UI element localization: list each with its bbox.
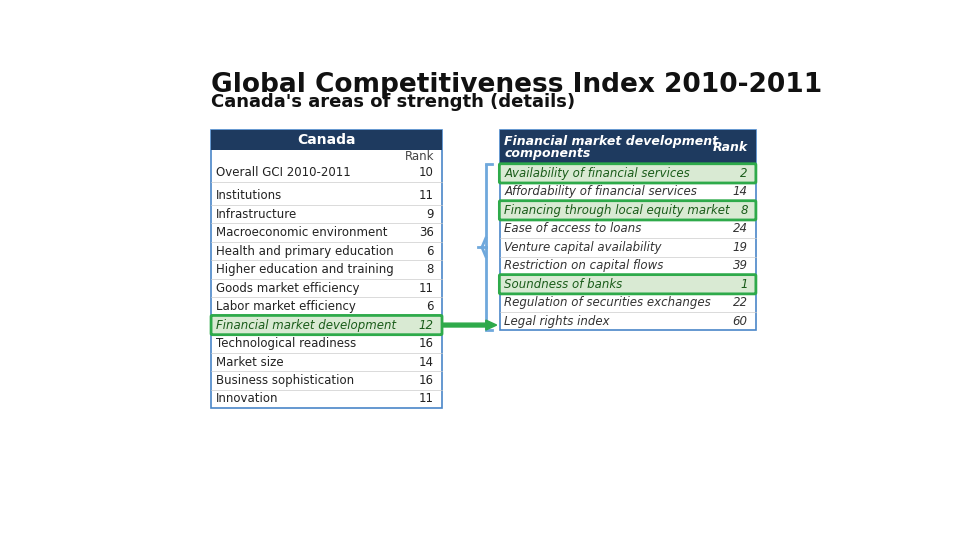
Text: 8: 8 — [426, 263, 434, 276]
Text: Financial market development: Financial market development — [216, 319, 396, 332]
Text: Higher education and training: Higher education and training — [216, 263, 394, 276]
Bar — [500, 130, 756, 164]
Text: Restriction on capital flows: Restriction on capital flows — [504, 259, 663, 272]
Text: 60: 60 — [732, 315, 748, 328]
Text: Goods market efficiency: Goods market efficiency — [216, 281, 360, 295]
FancyBboxPatch shape — [499, 164, 756, 183]
Text: components: components — [504, 147, 590, 160]
Text: 14: 14 — [419, 355, 434, 368]
Text: Financial market development: Financial market development — [504, 134, 718, 147]
Text: 22: 22 — [732, 296, 748, 309]
Text: Canada's areas of strength (details): Canada's areas of strength (details) — [211, 92, 576, 111]
Text: Labor market efficiency: Labor market efficiency — [216, 300, 356, 313]
Text: 9: 9 — [426, 208, 434, 221]
Text: 12: 12 — [419, 319, 434, 332]
Text: Technological readiness: Technological readiness — [216, 337, 356, 350]
Text: Rank: Rank — [404, 150, 434, 163]
Text: 24: 24 — [732, 222, 748, 235]
Text: Global Competitiveness Index 2010-2011: Global Competitiveness Index 2010-2011 — [211, 72, 823, 98]
Text: 2: 2 — [740, 167, 748, 180]
Text: 6: 6 — [426, 300, 434, 313]
Text: Business sophistication: Business sophistication — [216, 374, 354, 387]
FancyArrow shape — [444, 320, 496, 330]
Text: 11: 11 — [419, 281, 434, 295]
Bar — [211, 130, 442, 150]
FancyBboxPatch shape — [499, 275, 756, 294]
Text: 36: 36 — [419, 226, 434, 239]
Text: Financing through local equity market: Financing through local equity market — [504, 204, 730, 217]
Text: Venture capital availability: Venture capital availability — [504, 241, 661, 254]
Text: 1: 1 — [740, 278, 748, 291]
Bar — [500, 130, 756, 330]
Text: 39: 39 — [732, 259, 748, 272]
Text: Rank: Rank — [712, 141, 748, 154]
Text: Health and primary education: Health and primary education — [216, 245, 394, 258]
Text: 8: 8 — [740, 204, 748, 217]
Text: Innovation: Innovation — [216, 393, 278, 406]
Text: Availability of financial services: Availability of financial services — [504, 167, 690, 180]
Text: 6: 6 — [426, 245, 434, 258]
Text: 16: 16 — [419, 374, 434, 387]
Text: 11: 11 — [419, 393, 434, 406]
Text: 16: 16 — [419, 337, 434, 350]
Text: 11: 11 — [419, 189, 434, 202]
Text: Infrastructure: Infrastructure — [216, 208, 298, 221]
Text: 19: 19 — [732, 241, 748, 254]
Text: Ease of access to loans: Ease of access to loans — [504, 222, 642, 235]
Text: Canada: Canada — [298, 133, 356, 147]
Text: Institutions: Institutions — [216, 189, 282, 202]
FancyBboxPatch shape — [211, 315, 442, 335]
Text: Affordability of financial services: Affordability of financial services — [504, 185, 697, 198]
FancyBboxPatch shape — [499, 201, 756, 220]
Text: Soundness of banks: Soundness of banks — [504, 278, 623, 291]
Text: Overall GCI 2010-2011: Overall GCI 2010-2011 — [216, 166, 350, 179]
Text: Macroeconomic environment: Macroeconomic environment — [216, 226, 388, 239]
Bar — [211, 130, 442, 408]
Text: Market size: Market size — [216, 355, 284, 368]
Text: Legal rights index: Legal rights index — [504, 315, 610, 328]
Text: 14: 14 — [732, 185, 748, 198]
Text: Regulation of securities exchanges: Regulation of securities exchanges — [504, 296, 711, 309]
Text: 10: 10 — [419, 166, 434, 179]
